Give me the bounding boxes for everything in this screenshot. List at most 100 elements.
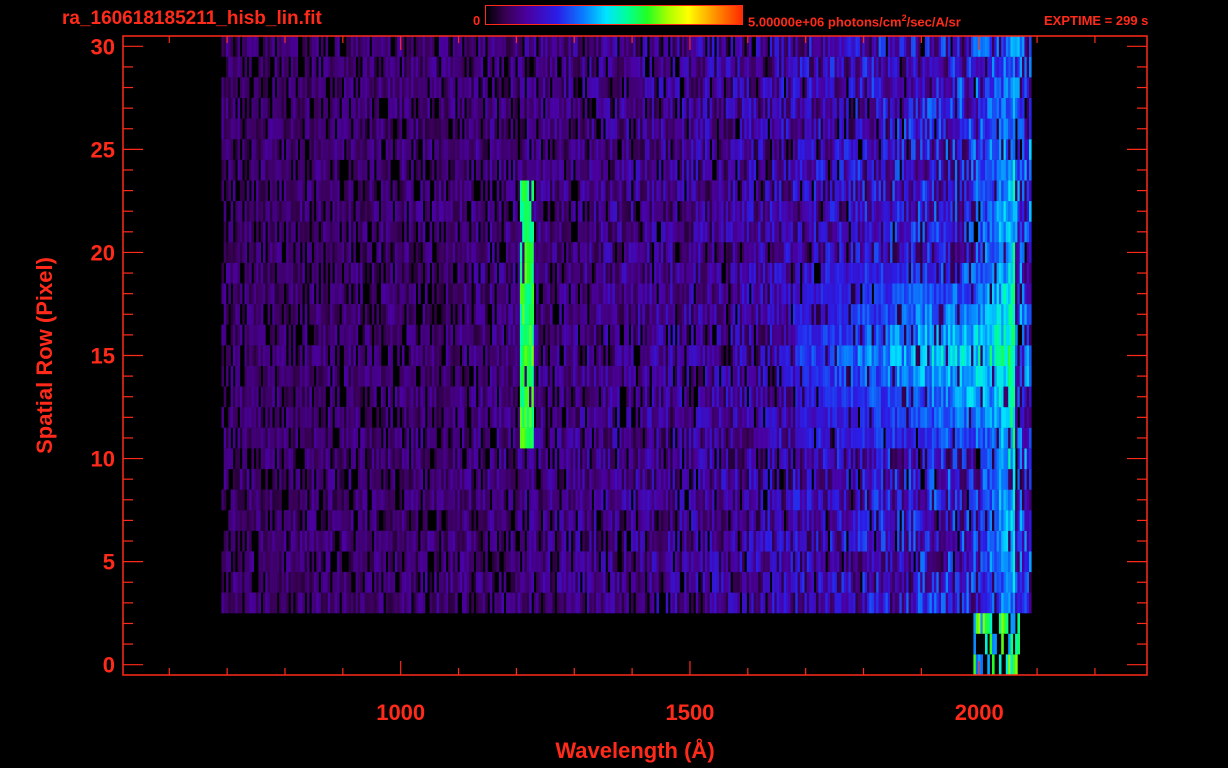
heatmap-cell [378,551,382,573]
heatmap-cell [1026,448,1030,470]
heatmap-cell [693,571,696,593]
heatmap-cell [936,407,939,428]
heatmap-cell [654,304,657,325]
heatmap-cell [827,283,831,305]
heatmap-cell [263,592,266,614]
heatmap-cell [545,551,548,573]
heatmap-cell [915,365,919,387]
heatmap-cell [716,468,720,490]
heatmap-cell [948,551,951,573]
heatmap-cell [839,324,842,346]
heatmap-cell [922,448,926,470]
heatmap-cell [911,345,914,366]
heatmap-cell [818,283,821,305]
heatmap-cell [408,386,412,408]
heatmap-cell [788,592,791,614]
heatmap-cell [813,365,817,387]
heatmap-cell [471,324,474,346]
heatmap-cell [769,592,773,614]
heatmap-cell [563,427,567,449]
heatmap-cell [519,386,523,408]
heatmap-cell [767,324,771,346]
heatmap-cell [383,365,386,387]
heatmap-cell [547,365,551,387]
heatmap-cell [399,551,403,573]
heatmap-cell [246,592,250,614]
heatmap-cell [767,283,771,305]
heatmap-cell [665,283,669,305]
heatmap-cell [945,365,949,387]
heatmap-cell [341,530,345,552]
heatmap-cell [927,448,930,470]
heatmap-cell [781,571,784,593]
heatmap-cell [899,489,902,511]
heatmap-cell [288,324,292,346]
heatmap-cell [739,407,743,428]
heatmap-cell [927,304,930,325]
heatmap-cell [672,304,676,325]
heatmap-cell [445,448,449,470]
heatmap-cell [408,592,412,614]
heatmap-cell [864,427,868,449]
heatmap-cell [797,489,801,511]
heatmap-cell [274,530,278,552]
heatmap-cell [475,551,479,573]
heatmap-cell [543,489,546,511]
heatmap-cell [621,489,625,511]
heatmap-cell [420,468,423,490]
heatmap-cell [482,510,486,531]
heatmap-cell [825,427,828,449]
heatmap-cell [536,345,539,366]
heatmap-cell [649,448,653,470]
heatmap-cell [994,468,997,490]
heatmap-cell [1012,530,1016,552]
heatmap-cell [649,510,653,531]
heatmap-cell [922,304,926,325]
heatmap-cell [485,345,488,366]
heatmap-cell [885,510,889,531]
heatmap-cell [420,592,423,614]
heatmap-cell [589,407,592,428]
heatmap-cell [635,551,639,573]
heatmap-cell [531,407,534,428]
heatmap-cell [950,448,953,470]
heatmap-cell [531,489,534,511]
heatmap-cell [651,489,655,511]
heatmap-cell [862,304,865,325]
heatmap-cell [672,386,676,408]
heatmap-cell [543,304,546,325]
heatmap-cell [566,345,569,366]
heatmap-cell [880,427,884,449]
heatmap-cell [656,345,659,366]
heatmap-cell [383,283,386,305]
heatmap-cell [1017,489,1020,511]
heatmap-cell [374,386,377,408]
heatmap-cell [876,530,879,552]
heatmap-cell [256,304,259,325]
heatmap-cell [695,530,699,552]
heatmap-cell [737,448,740,470]
heatmap-cell [1010,468,1014,490]
heatmap-cell [843,551,847,573]
heatmap-cell [857,551,861,573]
heatmap-cell [978,345,981,366]
heatmap-cell [394,448,398,470]
heatmap-cell [459,530,463,552]
heatmap-cell [276,407,280,428]
heatmap-cell [494,592,497,614]
heatmap-cell [674,386,678,408]
heatmap-cell [529,468,532,490]
heatmap-cell [506,592,509,614]
heatmap-cell [246,345,250,366]
heatmap-cell [709,448,713,470]
heatmap-cell [695,304,699,325]
heatmap-cell [1019,283,1023,305]
heatmap-cell [436,407,440,428]
heatmap-cell [612,448,615,470]
heatmap-cell [524,510,528,531]
heatmap-cell [1001,386,1004,408]
heatmap-cell [670,304,673,325]
heatmap-cell [950,592,953,614]
heatmap-cell [677,592,680,614]
heatmap-cell [1008,386,1011,408]
